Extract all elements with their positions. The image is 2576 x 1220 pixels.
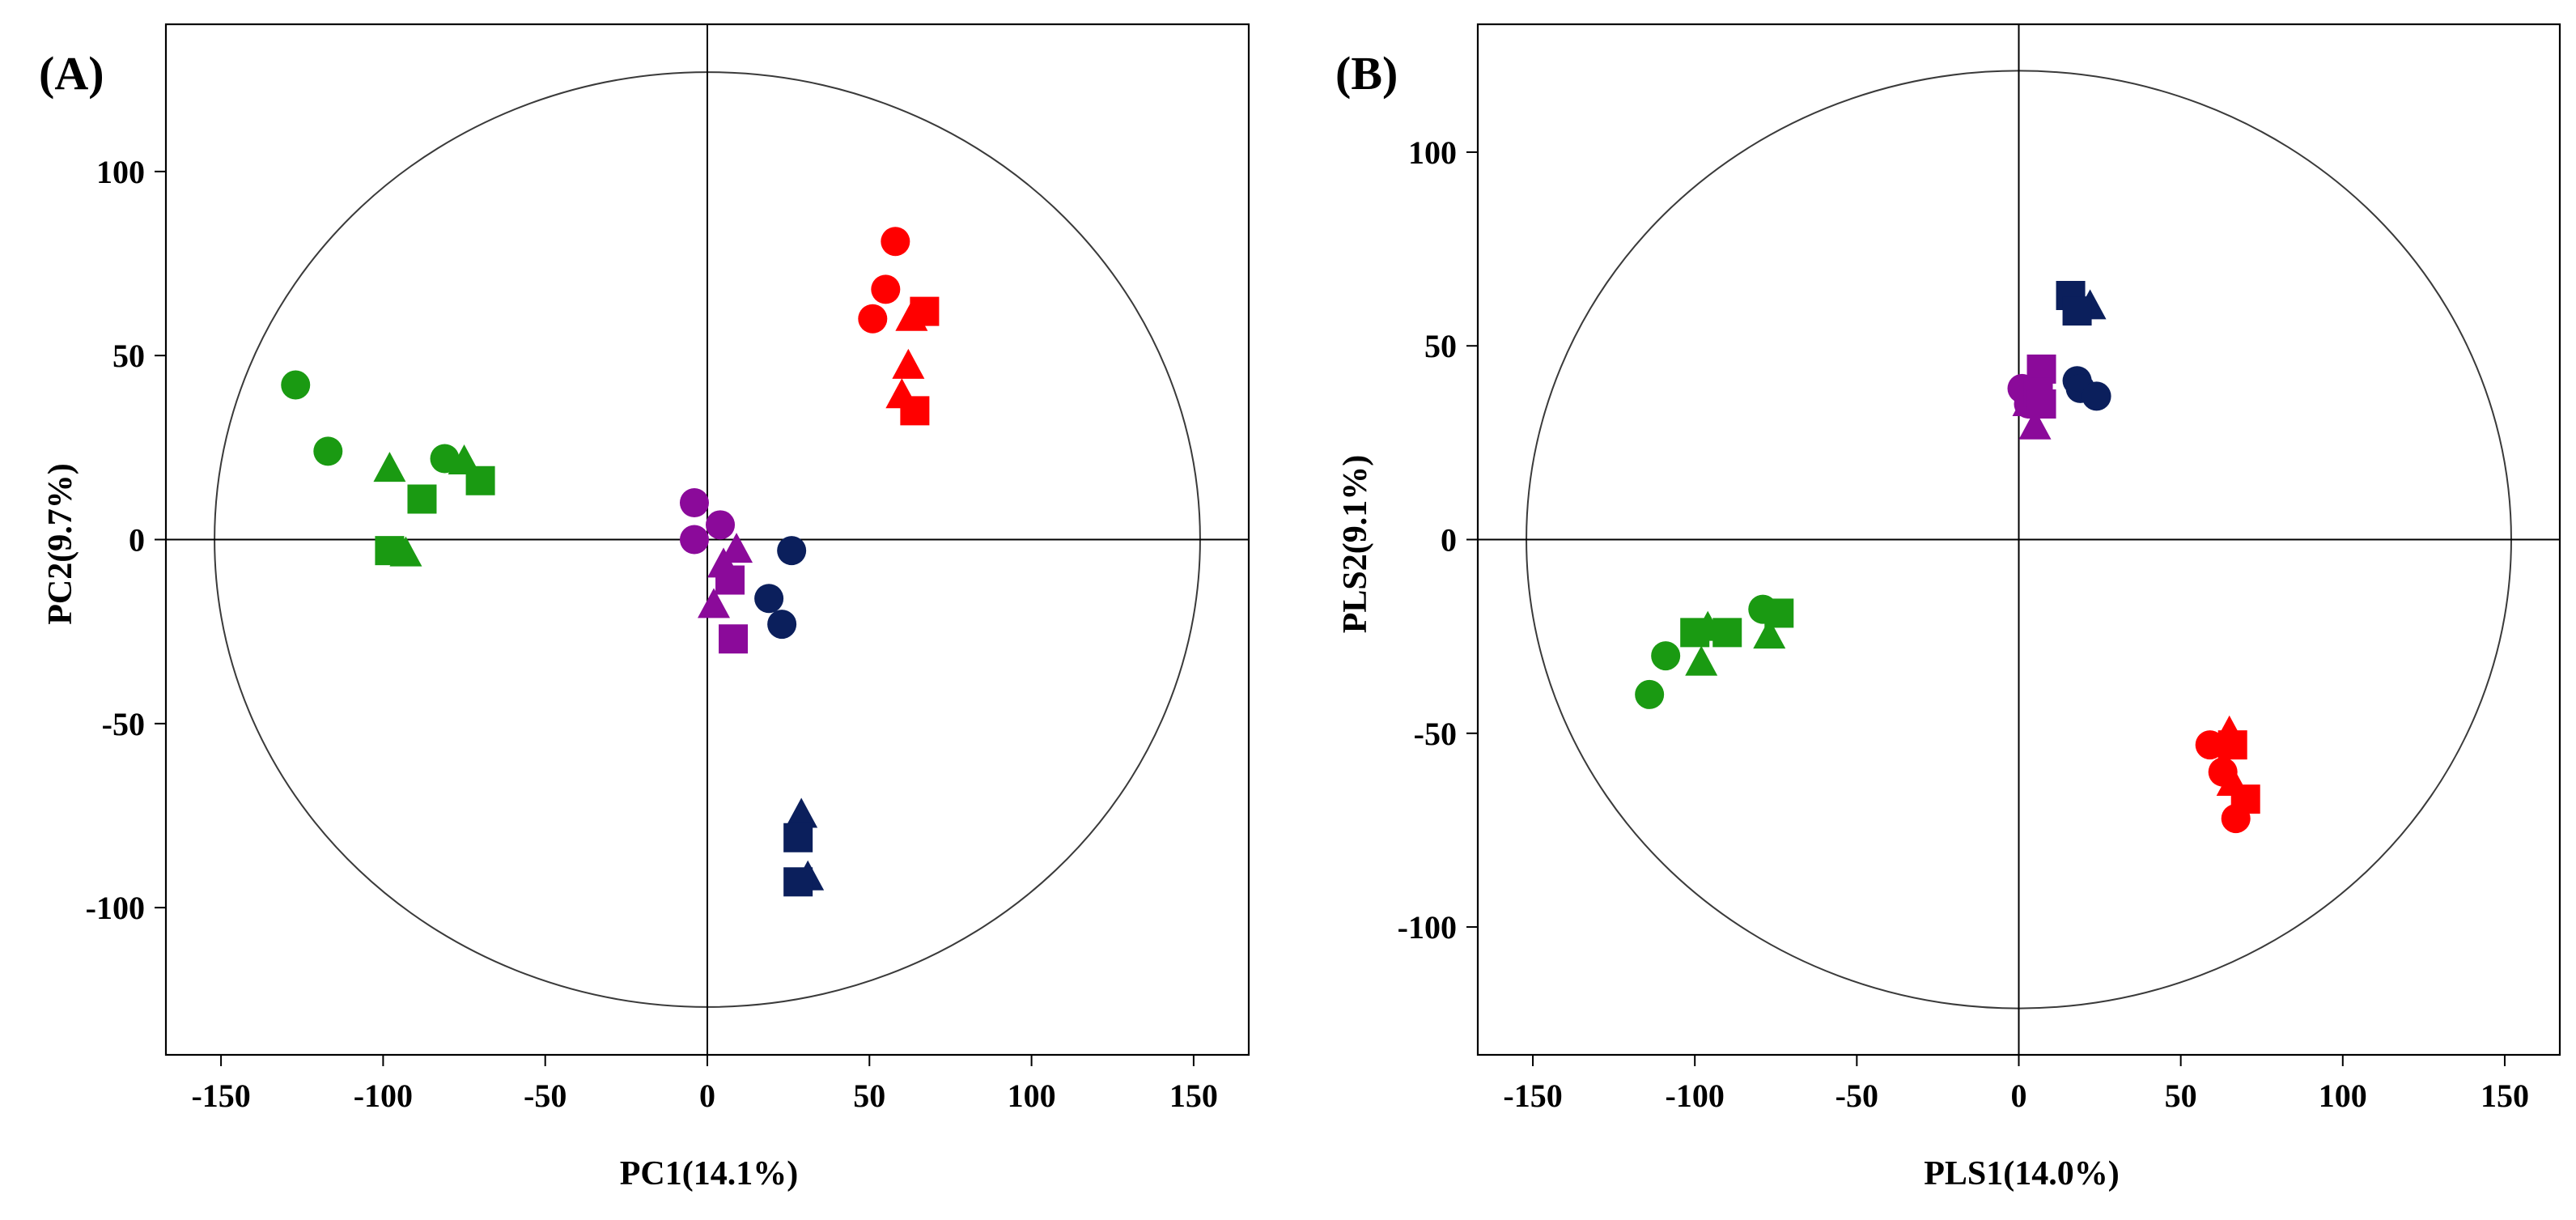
panel-b-point-green-square bbox=[1712, 618, 1742, 648]
panel-b-x-tick-label: -50 bbox=[1835, 1078, 1878, 1114]
panel-b-point-green-triangle bbox=[1685, 645, 1718, 676]
panel-a-y-tick-label: 0 bbox=[129, 522, 145, 559]
panel-a-y-tick-label: 50 bbox=[112, 338, 145, 374]
panel-a-point-green-circle bbox=[313, 436, 343, 466]
panel-a-point-navy-square bbox=[783, 867, 813, 897]
panel-b-x-tick-label: 50 bbox=[2165, 1078, 2197, 1114]
panel-a-x-tick-label: -100 bbox=[354, 1078, 413, 1114]
panel-b-x-tick-label: 150 bbox=[2481, 1078, 2529, 1114]
panel-a-point-green-circle bbox=[430, 444, 460, 474]
panel-a-point-navy-circle bbox=[767, 610, 797, 640]
panel-b-point-green-circle bbox=[1635, 679, 1665, 709]
panel-a-point-red-circle bbox=[871, 274, 901, 304]
panel-a-point-navy-triangle bbox=[785, 797, 818, 828]
panel-a-point-navy-square bbox=[783, 823, 813, 852]
panel-b-y-tick-label: -100 bbox=[1398, 909, 1457, 946]
panel-a-label: (A) bbox=[39, 47, 104, 100]
panel-b-y-tick-label: -50 bbox=[1414, 716, 1457, 752]
panel-b-x-tick-label: -150 bbox=[1503, 1078, 1562, 1114]
panel-b-point-green-circle bbox=[1651, 641, 1681, 671]
panel-b-x-tick-label: -100 bbox=[1666, 1078, 1725, 1114]
panel-b-y-tick-label: 100 bbox=[1408, 134, 1457, 171]
panel-b-point-red-circle bbox=[2195, 730, 2225, 760]
panel-a-point-green-triangle bbox=[373, 452, 406, 482]
panel-b-x-tick-label: 0 bbox=[2011, 1078, 2027, 1114]
panel-b-point-red-square bbox=[2217, 730, 2247, 760]
panel-a-point-purple-triangle bbox=[720, 533, 753, 563]
panel-b-x-tick-label: 100 bbox=[2319, 1078, 2367, 1114]
panel-a-point-green-square bbox=[375, 536, 405, 566]
panel-b-point-navy-circle bbox=[2082, 381, 2111, 411]
panel-a-y-axis-title: PC2(9.7%) bbox=[42, 463, 79, 624]
panel-a-x-tick-label: 100 bbox=[1008, 1078, 1056, 1114]
panel-a-point-purple-square bbox=[719, 624, 749, 654]
panel-b-point-purple-triangle bbox=[2018, 409, 2052, 440]
panel-a-x-tick-label: -50 bbox=[524, 1078, 567, 1114]
panel-b-y-tick-label: 50 bbox=[1424, 328, 1457, 364]
panel-b-y-axis-title: PLS2(9.1%) bbox=[1337, 455, 1374, 634]
panel-a-point-purple-circle bbox=[679, 525, 709, 555]
panel-a-point-purple-triangle bbox=[698, 588, 731, 619]
panel-b-point-purple-square bbox=[2026, 389, 2056, 419]
panel-a-x-tick-label: -150 bbox=[191, 1078, 250, 1114]
panel-a-point-navy-circle bbox=[754, 584, 784, 614]
panel-a-point-red-triangle bbox=[892, 348, 925, 379]
panel-b-point-green-square bbox=[1764, 598, 1794, 628]
panel-a-point-purple-circle bbox=[679, 488, 709, 518]
panel-b-point-red-square bbox=[2230, 784, 2260, 814]
panel-b: (B) PLS1(14.0%) PLS2(9.1%) -150 -100 -50 0 5… bbox=[1335, 23, 2561, 1192]
panel-b-x-axis-title: PLS1(14.0%) bbox=[1924, 1155, 2120, 1192]
panel-b-point-green-triangle bbox=[1753, 619, 1786, 649]
panel-a-point-green-square bbox=[465, 465, 495, 495]
panel-a-point-navy-circle bbox=[777, 536, 807, 566]
panel-a-point-purple-circle bbox=[706, 510, 736, 540]
panel-a-x-tick-label: 0 bbox=[699, 1078, 715, 1114]
panel-a-point-green-circle bbox=[281, 370, 311, 400]
panel-a-x-tick-label: 50 bbox=[853, 1078, 885, 1114]
panel-a-y-tick-label: -50 bbox=[102, 706, 145, 742]
panel-a-y-tick-label: 100 bbox=[96, 154, 145, 190]
panel-a: (A) PC1(14.1%) PC2(9.7%) -150 -100 -50 0 50 1… bbox=[39, 23, 1250, 1192]
panel-a-point-red-circle bbox=[881, 227, 910, 257]
panel-b-label: (B) bbox=[1335, 47, 1398, 100]
panel-a-point-red-square bbox=[910, 296, 940, 326]
panel-a-point-purple-square bbox=[715, 565, 745, 595]
panel-a-point-red-circle bbox=[858, 304, 888, 334]
panel-b-y-tick-label: 0 bbox=[1441, 522, 1457, 559]
panel-a-x-axis-title: PC1(14.1%) bbox=[620, 1155, 798, 1192]
panel-b-point-green-square bbox=[1680, 618, 1710, 648]
panel-a-y-tick-label: -100 bbox=[86, 890, 145, 926]
panel-b-point-navy-square bbox=[2062, 296, 2092, 326]
panel-a-point-red-square bbox=[900, 396, 930, 426]
panel-a-point-green-square bbox=[407, 484, 437, 514]
panel-a-x-tick-label: 150 bbox=[1169, 1078, 1218, 1114]
